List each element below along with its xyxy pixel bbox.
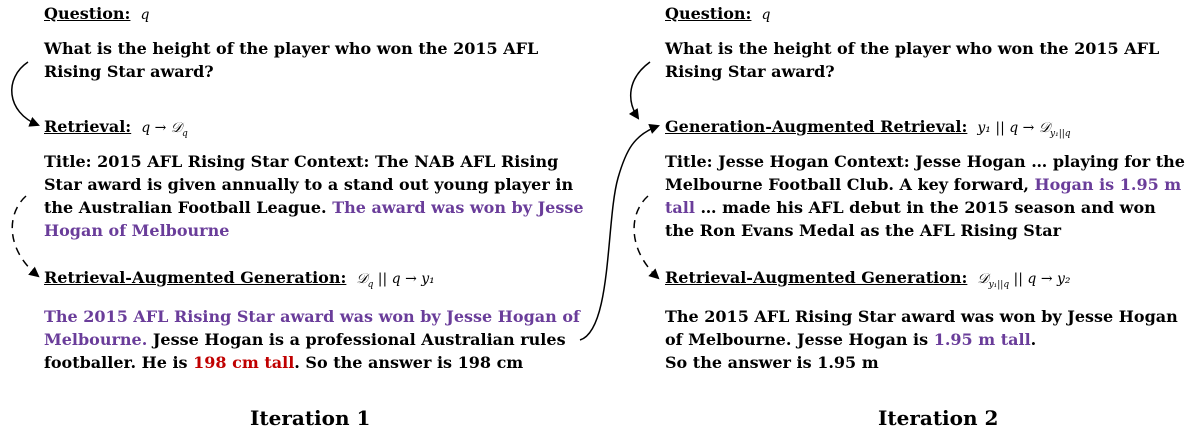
arrow-generation-to-gar bbox=[579, 124, 660, 341]
iteration-1-label: Iteration 1 bbox=[250, 406, 371, 430]
gar-heading: Generation-Augmented Retrieval: y₁ || q →… bbox=[665, 117, 1071, 139]
rag-text-2: The 2015 AFL Rising Star award was won b… bbox=[665, 307, 1178, 372]
arrow-gar-to-generation-dashed bbox=[633, 195, 660, 280]
retrieval-highlight: The award was won by Jesse Hogan of Melb… bbox=[44, 198, 584, 240]
arrow-retrieval-to-generation-dashed bbox=[11, 195, 40, 278]
gar-highlight: Hogan is 1.95 m tall bbox=[665, 175, 1182, 217]
question-text-2: What is the height of the player who won… bbox=[665, 39, 1160, 81]
question-heading-2: Question: q bbox=[665, 4, 771, 23]
retrieval-heading: Retrieval: q → 𝒟q bbox=[44, 117, 188, 139]
gar-text: Title: Jesse Hogan Context: Jesse Hogan … bbox=[665, 152, 1185, 240]
wrong-height: 198 cm tall bbox=[193, 353, 295, 372]
retrieval-text: Title: 2015 AFL Rising Star Context: The… bbox=[44, 152, 584, 240]
rag-heading-2: Retrieval-Augmented Generation: 𝒟y₁||q ||… bbox=[665, 268, 1071, 290]
arrow-question2-to-gar bbox=[628, 61, 651, 120]
question-heading-1: Question: q bbox=[44, 4, 150, 23]
rag-text-1: The 2015 AFL Rising Star award was won b… bbox=[44, 307, 580, 372]
rag-highlight-1: The 2015 AFL Rising Star award was won b… bbox=[44, 307, 580, 349]
question-text-1: What is the height of the player who won… bbox=[44, 39, 539, 81]
arrow-question-to-retrieval bbox=[11, 61, 40, 127]
rag-highlight-2: 1.95 m tall bbox=[933, 330, 1031, 349]
rag-heading-1: Retrieval-Augmented Generation: 𝒟q || q →… bbox=[44, 268, 435, 290]
iteration-2-label: Iteration 2 bbox=[878, 406, 999, 430]
